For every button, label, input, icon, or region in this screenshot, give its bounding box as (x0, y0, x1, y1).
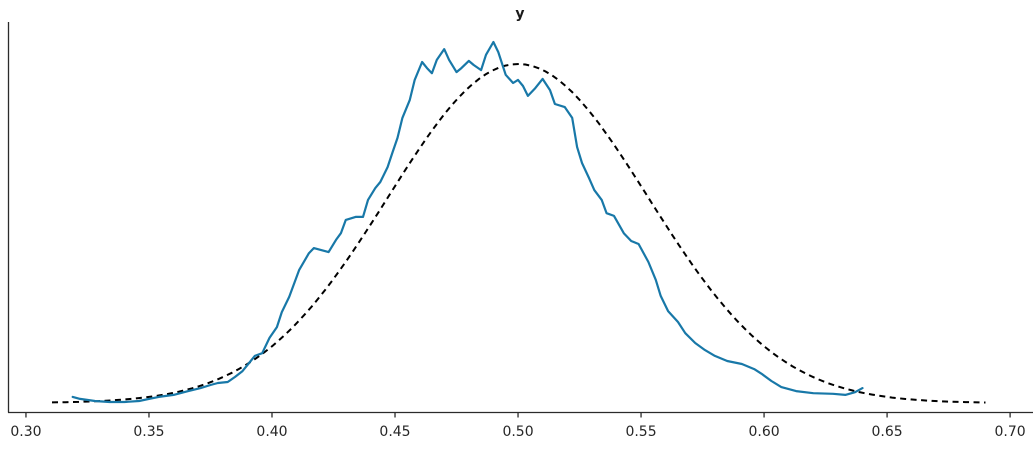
axis-spines (7, 22, 1033, 414)
x-tick-label: 0.45 (379, 424, 410, 440)
x-tick-label: 0.55 (625, 424, 656, 440)
x-tick-label: 0.40 (256, 424, 287, 440)
chart-title: y (515, 6, 524, 22)
x-tick-label: 0.65 (871, 424, 902, 440)
x-tick-label: 0.35 (133, 424, 164, 440)
x-tick-label: 0.30 (10, 424, 41, 440)
x-tick-label: 0.60 (748, 424, 779, 440)
x-tick-label: 0.50 (502, 424, 533, 440)
kde-density-curve (71, 40, 864, 404)
normal-reference-curve (51, 62, 986, 404)
x-axis-ticks: 0.30 0.35 0.40 0.45 0.50 0.55 0.60 0.65 0.70 (10, 412, 1026, 440)
x-tick-label: 0.70 (995, 424, 1026, 440)
